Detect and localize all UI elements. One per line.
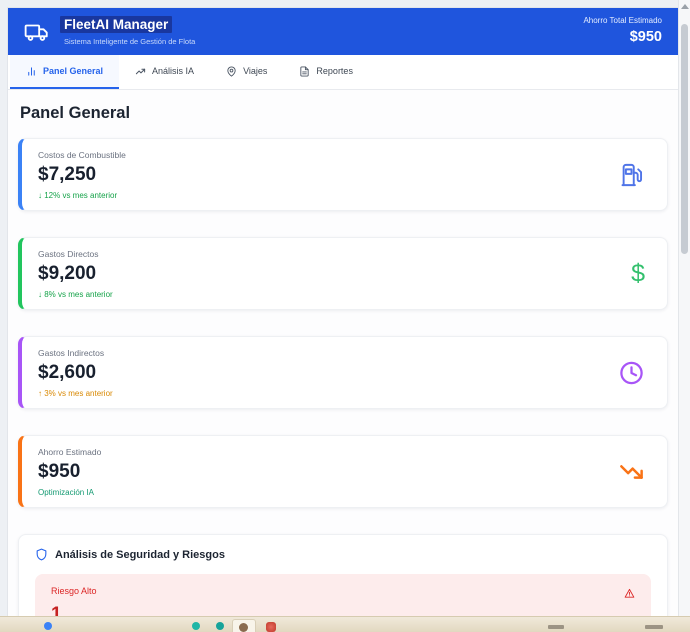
stat-card-combustible: Costos de Combustible $7,250 ↓ 12% vs me… — [18, 138, 668, 211]
taskbar-clock-cutoff — [645, 625, 663, 629]
stat-card-gastos-directos: Gastos Directos $9,200 ↓ 8% vs mes anter… — [18, 237, 668, 310]
trending-down-icon — [618, 458, 645, 485]
taskbar-text-cutoff — [548, 625, 564, 629]
app-title: FleetAI Manager — [60, 15, 195, 34]
security-section-title: Análisis de Seguridad y Riesgos — [55, 548, 225, 561]
tab-label: Análisis IA — [152, 66, 195, 76]
total-savings-value: $950 — [629, 29, 662, 46]
stat-card-gastos-indirectos: Gastos Indirectos $2,600 ↑ 3% vs mes ant… — [18, 336, 668, 409]
risk-label: Riesgo Alto — [51, 586, 97, 596]
shield-icon — [36, 548, 47, 561]
taskbar-active-app[interactable] — [232, 619, 256, 632]
stat-label: Ahorro Estimado — [38, 447, 102, 457]
truck-logo-icon — [24, 24, 48, 41]
stat-value: $7,250 — [38, 164, 97, 185]
map-pin-icon — [227, 65, 236, 77]
document-icon — [300, 65, 310, 77]
taskbar-app-icon[interactable] — [192, 622, 200, 630]
app-title-block: FleetAI Manager Sistema Inteligente de G… — [60, 15, 196, 46]
tab-label: Reportes — [316, 66, 353, 76]
tab-label: Panel General — [43, 66, 104, 76]
scrollbar[interactable] — [678, 0, 690, 617]
stat-card-ahorro-estimado: Ahorro Estimado $950 Optimización IA — [18, 435, 668, 508]
app-header: FleetAI Manager Sistema Inteligente de G… — [8, 8, 678, 55]
taskbar[interactable] — [0, 616, 690, 632]
stat-value: $950 — [38, 461, 81, 482]
app-title-text: FleetAI Manager — [60, 15, 173, 33]
stat-label: Gastos Directos — [38, 249, 99, 259]
scrollbar-thumb[interactable] — [681, 24, 688, 254]
stat-delta: Optimización IA — [38, 488, 95, 497]
risk-value: 1 — [51, 604, 62, 617]
warning-triangle-icon — [624, 586, 635, 604]
tab-bar: Panel General Análisis IA Viajes Rep — [8, 55, 678, 90]
total-savings-label: Ahorro Total Estimado — [583, 15, 662, 25]
page-title: Panel General — [20, 104, 131, 122]
fuel-pump-icon — [618, 161, 645, 188]
stat-label: Gastos Indirectos — [38, 348, 105, 358]
tab-label: Viajes — [243, 66, 268, 76]
taskbar-app-icon[interactable] — [216, 622, 224, 630]
security-section-header: Análisis de Seguridad y Riesgos — [35, 548, 651, 561]
dollar-icon: $ — [631, 259, 645, 287]
security-section: Análisis de Seguridad y Riesgos Riesgo A… — [18, 534, 668, 617]
header-savings: Ahorro Total Estimado $950 — [583, 16, 662, 47]
stat-delta: ↓ 8% vs mes anterior — [38, 290, 113, 299]
scroll-up-arrow-icon[interactable] — [681, 4, 689, 9]
taskbar-app-icon[interactable] — [44, 622, 52, 630]
tab-panel-general[interactable]: Panel General — [10, 55, 120, 89]
bar-chart-icon — [28, 66, 35, 76]
main-content: Panel General Costos de Combustible $7,2… — [8, 90, 678, 617]
app-window: FleetAI Manager Sistema Inteligente de G… — [8, 8, 678, 617]
trending-up-icon — [135, 68, 146, 74]
stat-delta: ↓ 12% vs mes anterior — [38, 191, 118, 200]
stat-value: $2,600 — [38, 362, 97, 383]
clock-icon — [618, 359, 645, 386]
taskbar-app-icon[interactable] — [266, 622, 276, 632]
tab-analisis-ia[interactable]: Análisis IA — [119, 55, 210, 89]
tab-viajes[interactable]: Viajes — [210, 55, 283, 89]
stat-delta: ↑ 3% vs mes anterior — [38, 389, 113, 398]
stat-label: Costos de Combustible — [38, 150, 126, 160]
risk-card-alto: Riesgo Alto 1 — [35, 574, 651, 617]
avatar — [239, 623, 248, 632]
stat-value: $9,200 — [38, 263, 97, 284]
app-subtitle: Sistema Inteligente de Gestión de Flota — [64, 36, 196, 46]
tab-reportes[interactable]: Reportes — [283, 55, 369, 89]
